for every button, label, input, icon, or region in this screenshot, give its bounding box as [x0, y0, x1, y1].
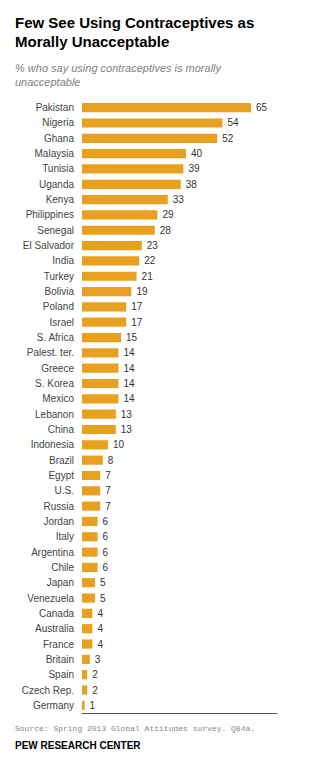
- svg-text:Nigeria: Nigeria: [42, 117, 74, 128]
- svg-text:PEW RESEARCH CENTER: PEW RESEARCH CENTER: [15, 740, 141, 751]
- svg-text:5: 5: [100, 577, 106, 588]
- svg-text:Czech Rep.: Czech Rep.: [22, 685, 74, 696]
- svg-text:52: 52: [222, 133, 234, 144]
- svg-text:7: 7: [105, 485, 111, 496]
- svg-text:Morally Unacceptable: Morally Unacceptable: [15, 33, 169, 50]
- svg-text:Malaysia: Malaysia: [35, 148, 75, 159]
- svg-text:Kenya: Kenya: [46, 194, 75, 205]
- svg-text:29: 29: [162, 209, 174, 220]
- svg-text:% who say using contraceptives: % who say using contraceptives is morall…: [15, 62, 223, 74]
- svg-text:6: 6: [103, 531, 109, 542]
- svg-text:Few See Using Contraceptives a: Few See Using Contraceptives as: [15, 14, 254, 31]
- svg-text:Venezuela: Venezuela: [27, 593, 74, 604]
- svg-text:Germany: Germany: [33, 700, 74, 711]
- svg-text:Britain: Britain: [46, 654, 74, 665]
- svg-text:19: 19: [136, 286, 148, 297]
- svg-text:6: 6: [103, 516, 109, 527]
- svg-text:33: 33: [173, 194, 185, 205]
- svg-text:Japan: Japan: [47, 577, 74, 588]
- svg-text:Brazil: Brazil: [49, 455, 74, 466]
- svg-text:3: 3: [95, 654, 101, 665]
- svg-text:65: 65: [256, 102, 268, 113]
- svg-text:28: 28: [160, 225, 172, 236]
- svg-text:Source: Spring 2013 Global Att: Source: Spring 2013 Global Attitudes sur…: [15, 724, 255, 733]
- svg-text:14: 14: [123, 347, 135, 358]
- svg-text:Italy: Italy: [56, 531, 74, 542]
- svg-text:6: 6: [103, 547, 109, 558]
- svg-text:22: 22: [144, 255, 156, 266]
- svg-text:Canada: Canada: [39, 608, 74, 619]
- svg-text:Poland: Poland: [43, 301, 74, 312]
- svg-text:Philippines: Philippines: [26, 209, 74, 220]
- svg-text:S. Africa: S. Africa: [37, 332, 75, 343]
- svg-text:38: 38: [186, 179, 198, 190]
- svg-text:10: 10: [113, 439, 125, 450]
- svg-text:4: 4: [97, 639, 103, 650]
- svg-text:S. Korea: S. Korea: [35, 378, 74, 389]
- svg-text:7: 7: [105, 470, 111, 481]
- svg-text:14: 14: [123, 363, 135, 374]
- svg-text:Argentina: Argentina: [31, 547, 74, 558]
- svg-text:2: 2: [92, 685, 98, 696]
- svg-text:4: 4: [97, 623, 103, 634]
- svg-text:France: France: [43, 639, 75, 650]
- svg-text:Palest. ter.: Palest. ter.: [27, 347, 74, 358]
- svg-text:Tunisia: Tunisia: [42, 163, 74, 174]
- svg-text:2: 2: [92, 669, 98, 680]
- svg-text:7: 7: [105, 501, 111, 512]
- svg-text:Lebanon: Lebanon: [35, 409, 74, 420]
- svg-text:39: 39: [188, 163, 200, 174]
- svg-text:Senegal: Senegal: [37, 225, 74, 236]
- svg-text:Indonesia: Indonesia: [31, 439, 75, 450]
- svg-text:14: 14: [123, 393, 135, 404]
- svg-text:Mexico: Mexico: [42, 393, 74, 404]
- svg-text:4: 4: [97, 608, 103, 619]
- svg-text:Uganda: Uganda: [39, 179, 74, 190]
- svg-text:El Salvador: El Salvador: [23, 240, 75, 251]
- svg-text:15: 15: [126, 332, 138, 343]
- svg-text:unacceptable: unacceptable: [15, 76, 80, 88]
- svg-text:Bolivia: Bolivia: [45, 286, 75, 297]
- svg-text:Russia: Russia: [43, 501, 74, 512]
- svg-text:U.S.: U.S.: [55, 485, 74, 496]
- svg-text:Australia: Australia: [35, 623, 74, 634]
- svg-text:5: 5: [100, 593, 106, 604]
- svg-text:Ghana: Ghana: [44, 133, 74, 144]
- svg-text:1: 1: [90, 700, 96, 711]
- svg-text:6: 6: [103, 562, 109, 573]
- svg-text:Greece: Greece: [41, 363, 74, 374]
- svg-text:Israel: Israel: [50, 317, 74, 328]
- svg-text:17: 17: [131, 317, 143, 328]
- svg-text:23: 23: [147, 240, 159, 251]
- svg-text:Pakistan: Pakistan: [36, 102, 74, 113]
- svg-text:14: 14: [123, 378, 135, 389]
- svg-text:Turkey: Turkey: [44, 271, 74, 282]
- svg-text:13: 13: [121, 424, 133, 435]
- svg-text:China: China: [48, 424, 75, 435]
- svg-text:17: 17: [131, 301, 143, 312]
- svg-text:Chile: Chile: [51, 562, 74, 573]
- svg-text:Egypt: Egypt: [48, 470, 74, 481]
- svg-text:Jordan: Jordan: [43, 516, 74, 527]
- svg-text:India: India: [52, 255, 74, 266]
- svg-text:21: 21: [142, 271, 154, 282]
- svg-text:40: 40: [191, 148, 203, 159]
- svg-text:8: 8: [108, 455, 114, 466]
- svg-text:13: 13: [121, 409, 133, 420]
- svg-text:Spain: Spain: [48, 669, 74, 680]
- svg-text:54: 54: [227, 117, 239, 128]
